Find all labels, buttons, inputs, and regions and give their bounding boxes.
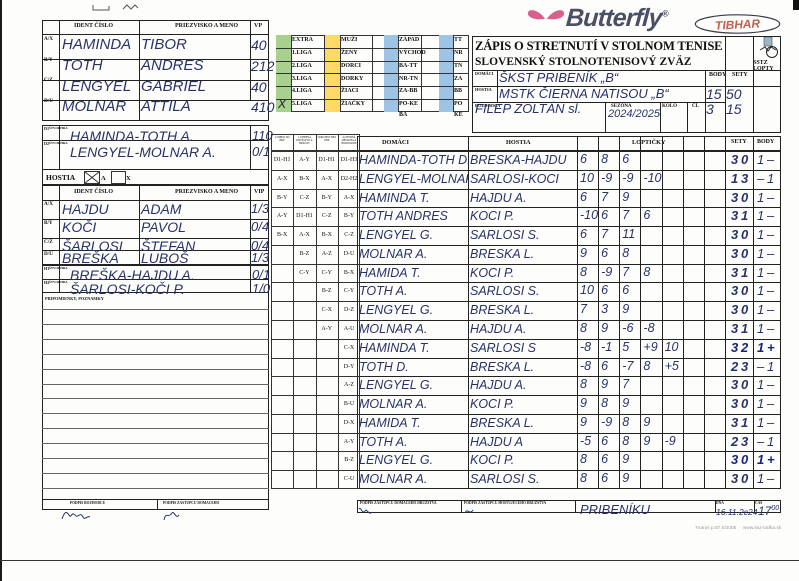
svg-text:TIBHAR: TIBHAR (715, 16, 761, 32)
